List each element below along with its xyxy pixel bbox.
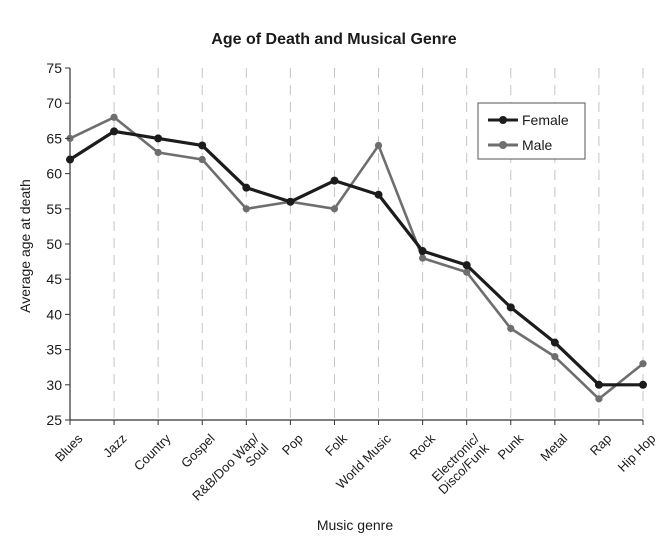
male-data-point (551, 353, 559, 361)
y-tick-labels: 25 30 35 40 45 50 55 60 65 70 75 (46, 60, 70, 428)
male-legend-label: Male (522, 137, 553, 153)
female-data-point (198, 141, 207, 150)
female-data-point (286, 197, 295, 206)
male-data-point (507, 324, 515, 333)
male-data-point (154, 148, 162, 157)
x-category-label: Country (131, 431, 174, 474)
male-data-point (330, 205, 339, 213)
x-category-label: Rock (407, 431, 439, 463)
chart-title: Age of Death and Musical Genre (211, 31, 456, 48)
x-category-label: Pop (279, 431, 306, 458)
male-data-point (110, 113, 118, 121)
female-legend-label: Female (522, 112, 569, 128)
male-data-point (198, 155, 206, 164)
male-data-point (463, 268, 471, 276)
female-data-point (374, 190, 383, 199)
x-category-label: Jazz (100, 431, 130, 461)
male-data-point (242, 205, 250, 213)
male-data-point (595, 395, 603, 403)
y-tick-label: 75 (46, 60, 62, 76)
female-data-point (66, 155, 74, 164)
x-category-label: Metal (537, 431, 570, 464)
x-axis-label: Music genre (317, 517, 393, 533)
female-series-line (69, 129, 643, 387)
x-category-label: Blues (52, 431, 86, 465)
female-data-point (550, 338, 559, 347)
y-tick-label: 55 (46, 201, 62, 217)
female-data-point (110, 127, 119, 136)
legend: Female Male (477, 102, 586, 160)
x-category-label: Hip Hop (615, 431, 659, 475)
series-lines (66, 113, 647, 403)
male-series-line (69, 115, 644, 401)
female-data-point (506, 303, 515, 312)
male-data-point (639, 360, 647, 368)
female-data-point (330, 176, 339, 185)
x-category-label: Punk (495, 431, 527, 463)
male-data-point (374, 141, 383, 150)
legend-box (477, 102, 586, 160)
x-category-label: Gospel (178, 431, 218, 471)
female-data-point (462, 261, 471, 270)
y-axis-label: Average age at death (17, 179, 33, 313)
y-tick-label: 70 (46, 95, 62, 111)
male-data-point (419, 254, 427, 262)
female-legend-marker (499, 116, 507, 124)
female-data-point (639, 380, 647, 389)
female-data-point (242, 183, 251, 192)
y-tick-label: 60 (46, 166, 62, 182)
x-category-label: Rap (587, 431, 614, 458)
female-data-point (594, 380, 603, 389)
y-tick-label: 30 (46, 377, 62, 393)
y-tick-label: 40 (46, 306, 62, 322)
female-data-point (418, 247, 427, 256)
y-tick-label: 35 (46, 342, 62, 358)
x-category-label: Folk (322, 431, 350, 459)
y-tick-label: 45 (46, 271, 62, 287)
y-tick-label: 50 (46, 236, 62, 252)
female-data-point (154, 134, 163, 143)
y-tick-label: 65 (46, 130, 62, 146)
y-tick-label: 25 (46, 412, 62, 428)
male-legend-marker (499, 141, 507, 149)
